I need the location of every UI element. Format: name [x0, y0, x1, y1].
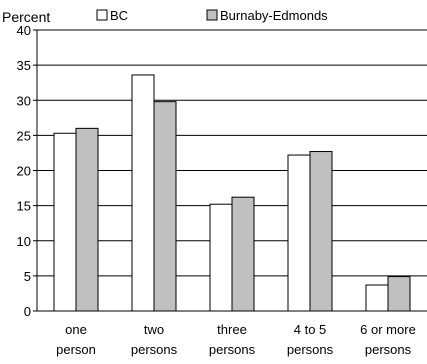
x-category-label-3-line-1: persons [287, 342, 334, 357]
x-category-label-4-line-0: 6 or more [360, 322, 416, 337]
x-category-label-1-line-0: two [144, 322, 164, 337]
x-category-labels: one person two persons three persons 4 to 5 per… [56, 322, 416, 357]
y-tick-labels: 0 5 10 15 20 25 30 35 40 [17, 23, 31, 319]
x-category-label-0-line-0: one [65, 322, 87, 337]
x-category-label-4-line-1: persons [365, 342, 412, 357]
x-category-label-0-line-1: person [56, 342, 96, 357]
bar-burnaby-edmonds-2 [231, 196, 255, 312]
legend-label-0: BC [110, 8, 128, 23]
y-tick-label-20: 20 [17, 164, 31, 179]
bar-bc-4 [365, 284, 389, 312]
bar-bc-1 [131, 74, 155, 312]
x-category-label-1-line-1: persons [131, 342, 178, 357]
x-category-label-2-line-1: persons [209, 342, 256, 357]
legend-swatch-0 [96, 9, 108, 21]
y-tick-label-0: 0 [24, 304, 31, 319]
bar-bc-0 [53, 132, 77, 312]
legend-label-1: Burnaby-Edmonds [220, 8, 328, 23]
y-axis-label: Percent [2, 9, 50, 25]
bar-bc-2 [209, 203, 233, 312]
legend: BC Burnaby-Edmonds [96, 8, 328, 23]
y-tick-label-25: 25 [17, 128, 31, 143]
bar-burnaby-edmonds-4 [387, 276, 411, 312]
bar-burnaby-edmonds-3 [309, 151, 333, 312]
bar-burnaby-edmonds-0 [75, 127, 99, 312]
y-tick-label-30: 30 [17, 93, 31, 108]
x-category-label-2-line-0: three [217, 322, 247, 337]
y-tick-label-35: 35 [17, 58, 31, 73]
y-tick-label-15: 15 [17, 199, 31, 214]
y-tick-label-10: 10 [17, 234, 31, 249]
y-tick-label-5: 5 [24, 269, 31, 284]
axes [33, 29, 427, 312]
x-category-label-3-line-0: 4 to 5 [294, 322, 327, 337]
legend-swatch-1 [206, 9, 218, 21]
bar-burnaby-edmonds-1 [153, 101, 177, 312]
bar-bc-3 [287, 154, 311, 312]
y-tick-label-40: 40 [17, 23, 31, 38]
